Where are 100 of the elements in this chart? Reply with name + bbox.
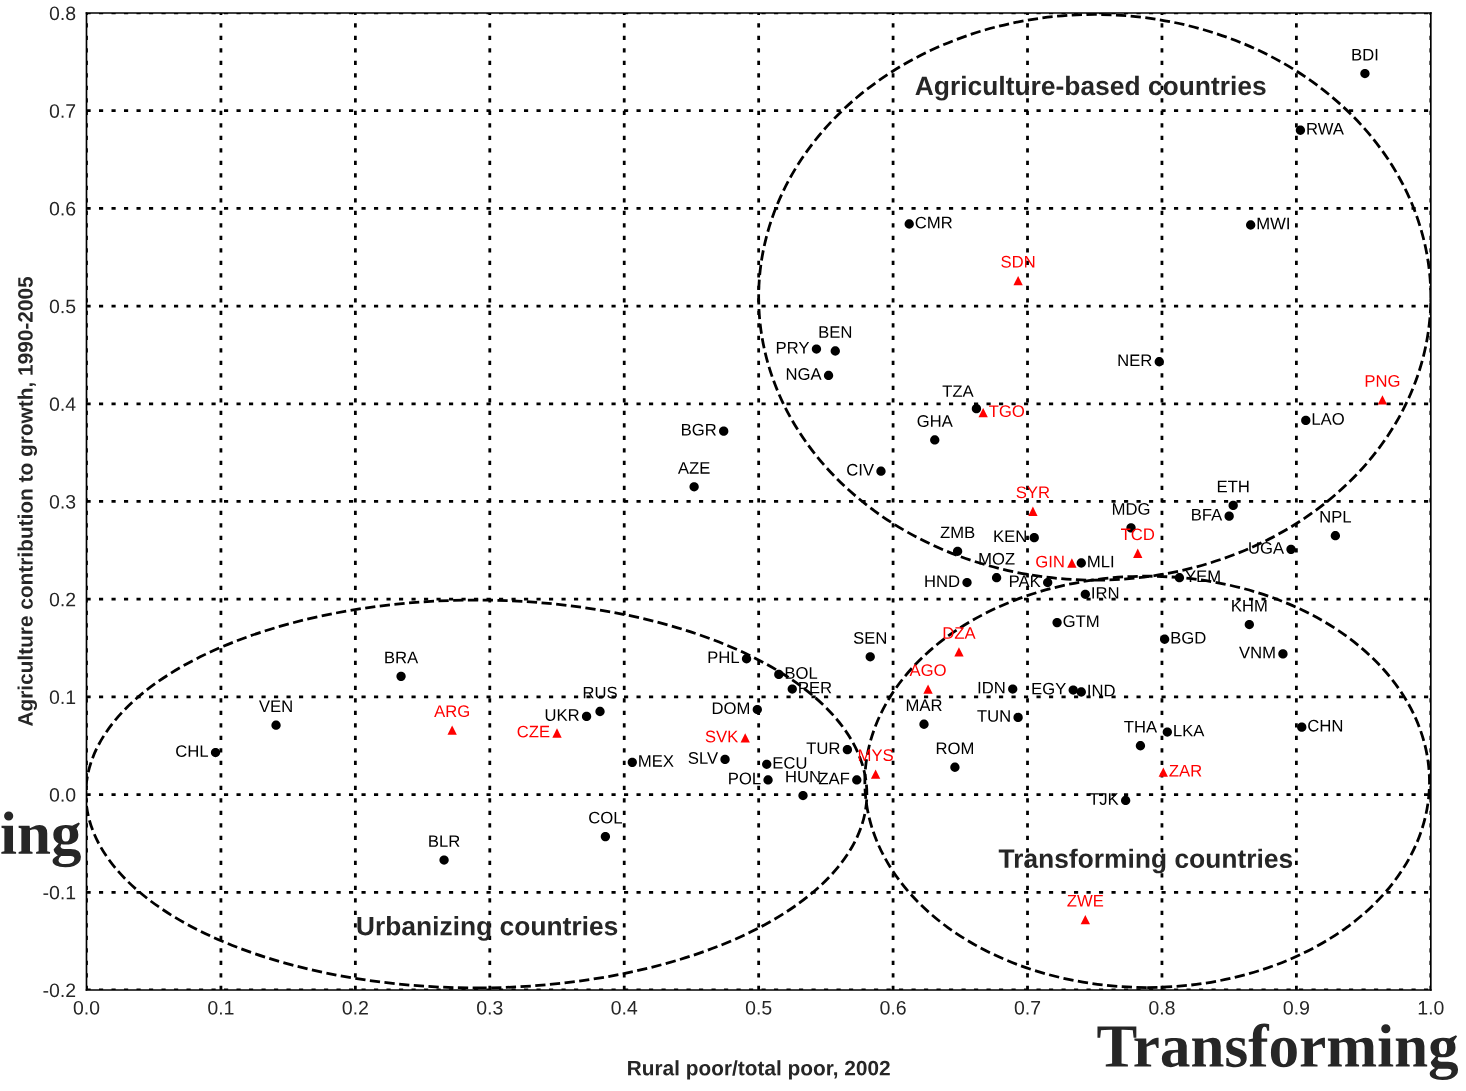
data-label: CHL [176, 745, 209, 758]
point [923, 684, 933, 694]
point [991, 573, 1002, 583]
data-label: TUR [806, 742, 840, 755]
point [1377, 395, 1388, 405]
y-tick-label: 0.8 [49, 6, 76, 21]
y-tick-label: 0.7 [49, 104, 76, 118]
text: Transforming [1097, 1023, 1459, 1081]
point [600, 831, 611, 842]
data-label: SDN [1001, 255, 1035, 268]
data-label: BGR [682, 423, 716, 436]
point [1158, 767, 1168, 777]
point [1330, 531, 1341, 541]
point [950, 762, 960, 772]
point [1028, 506, 1038, 516]
point [595, 706, 605, 717]
data-label: SYR [1016, 486, 1050, 499]
data-label: MWI [1257, 217, 1289, 230]
point [787, 684, 797, 694]
data-label: KHM [1232, 599, 1267, 612]
point [271, 720, 281, 730]
point [1068, 685, 1078, 695]
data-label: TCD [1121, 528, 1155, 541]
data-label: GTM [1063, 615, 1099, 628]
data-label: AZE [677, 462, 710, 474]
point [1080, 914, 1090, 925]
data-label: CHN [1308, 719, 1343, 732]
point [1076, 687, 1086, 697]
point [1135, 741, 1146, 751]
data-label: HND [925, 575, 960, 587]
data-label: UKR [545, 709, 579, 721]
data-label: TGO [989, 405, 1025, 418]
point [1013, 712, 1023, 723]
point [1067, 558, 1077, 568]
data-label: MYS [858, 749, 893, 762]
data-label: CZE [517, 725, 550, 738]
data-label: MLI [1088, 555, 1114, 568]
x-tick-label: 0.3 [477, 1000, 503, 1015]
point [798, 790, 808, 801]
data-label: BOL [785, 667, 818, 679]
data-label: SLV [688, 752, 719, 764]
point [1154, 357, 1164, 367]
data-label: BRA [385, 651, 419, 664]
data-label: POL [729, 772, 761, 785]
data-label: CIV [847, 463, 874, 476]
point [919, 719, 929, 729]
x-tick-label: 0.4 [611, 1000, 638, 1015]
data-label: PHL [708, 651, 740, 664]
data-label: THA [1124, 721, 1158, 733]
point [396, 671, 406, 682]
data-label: ZMB [940, 526, 975, 539]
x-tick-label: 0.0 [73, 1000, 100, 1015]
data-label: VNM [1239, 646, 1275, 659]
point [811, 344, 822, 354]
data-label: TJK [1089, 793, 1119, 805]
data-label: IRN [1092, 587, 1119, 599]
x-tick-label: 1.0 [1418, 1000, 1444, 1015]
data-label: NGA [786, 368, 822, 380]
point [1301, 415, 1311, 426]
data-label: VEN [258, 700, 292, 713]
point [720, 754, 730, 765]
data-label: AGO [909, 664, 946, 677]
data-label: IDN [978, 681, 1005, 694]
data-label: PER [799, 681, 832, 694]
data-label: SEN [853, 632, 887, 644]
y-tick-label: 0.1 [49, 690, 76, 705]
data-label: UGA [1249, 542, 1285, 554]
x-axis-title: Rural poor/total poor, 2002 [628, 1060, 890, 1080]
data-label: ROM [936, 742, 973, 755]
point [842, 744, 853, 755]
y-tick-label: -0.2 [43, 983, 76, 998]
data-label: ZWE [1067, 894, 1104, 907]
point [752, 704, 762, 715]
x-tick-label: 0.9 [1283, 1000, 1309, 1015]
point [962, 577, 972, 588]
data-label: LKA [1174, 724, 1205, 737]
point [210, 747, 221, 758]
point [1224, 511, 1234, 521]
point [439, 855, 449, 865]
x-tick-label: 0.6 [880, 1000, 906, 1015]
y-tick-label: 0.0 [49, 788, 76, 802]
point [876, 466, 886, 476]
data-label: TUN [977, 710, 1010, 722]
data-label: BFA [1192, 508, 1223, 521]
point [627, 757, 637, 767]
data-label: BGD [1171, 631, 1206, 644]
point [1159, 634, 1170, 644]
data-label: BDI [1352, 48, 1378, 61]
point [1121, 795, 1131, 806]
x-tick-label: 0.2 [342, 1000, 368, 1015]
point [852, 775, 862, 785]
annotation: Transforming countries [998, 848, 1293, 874]
point [830, 346, 840, 356]
point [762, 759, 772, 769]
y-tick-label: 0.6 [49, 201, 76, 216]
data-label: GIN [1036, 555, 1064, 568]
data-label: YEM [1185, 570, 1220, 582]
data-label: EGY [1032, 682, 1066, 695]
data-label: PNG [1365, 375, 1400, 387]
point [1360, 68, 1370, 79]
